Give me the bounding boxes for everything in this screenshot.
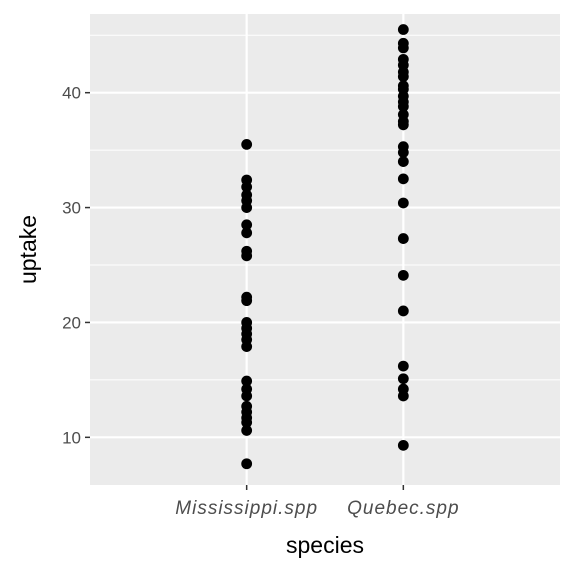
y-tick-label: 30 — [62, 199, 81, 218]
data-point — [241, 425, 253, 436]
x-axis: Mississippi.spp Quebec.spp — [175, 485, 459, 519]
data-point — [397, 390, 409, 402]
data-point — [397, 360, 409, 372]
x-axis-title: species — [286, 532, 364, 558]
y-tick-label: 20 — [62, 313, 81, 332]
data-point — [397, 71, 409, 83]
data-point — [241, 250, 253, 262]
data-point — [397, 147, 409, 158]
data-point — [397, 101, 409, 112]
data-point — [397, 269, 409, 281]
data-point — [397, 197, 409, 209]
data-point — [241, 202, 253, 213]
y-axis-title: uptake — [15, 215, 41, 284]
data-point — [397, 439, 409, 451]
data-point — [241, 375, 253, 387]
data-point — [397, 305, 409, 317]
data-point — [397, 119, 409, 131]
y-tick-label: 40 — [62, 84, 81, 103]
data-point — [397, 156, 409, 168]
data-point — [241, 295, 253, 307]
data-point — [241, 458, 253, 470]
data-point — [397, 373, 409, 385]
grid-minor — [90, 34, 560, 381]
data-point — [241, 181, 253, 193]
data-point — [241, 219, 253, 231]
plot-panel — [90, 14, 560, 485]
data-point — [241, 227, 253, 239]
data-point — [397, 233, 409, 244]
y-tick-label: 10 — [62, 428, 81, 447]
data-point — [397, 173, 409, 185]
y-axis: 10 20 30 40 — [62, 84, 90, 447]
data-point — [241, 390, 253, 402]
data-point — [241, 416, 253, 428]
x-tick-label: Quebec.spp — [347, 498, 459, 519]
data-point — [397, 24, 409, 35]
data-point — [241, 341, 253, 352]
data-point — [397, 42, 409, 54]
data-point — [241, 138, 253, 150]
data-points — [241, 24, 409, 470]
x-tick-label: Mississippi.spp — [175, 498, 318, 519]
